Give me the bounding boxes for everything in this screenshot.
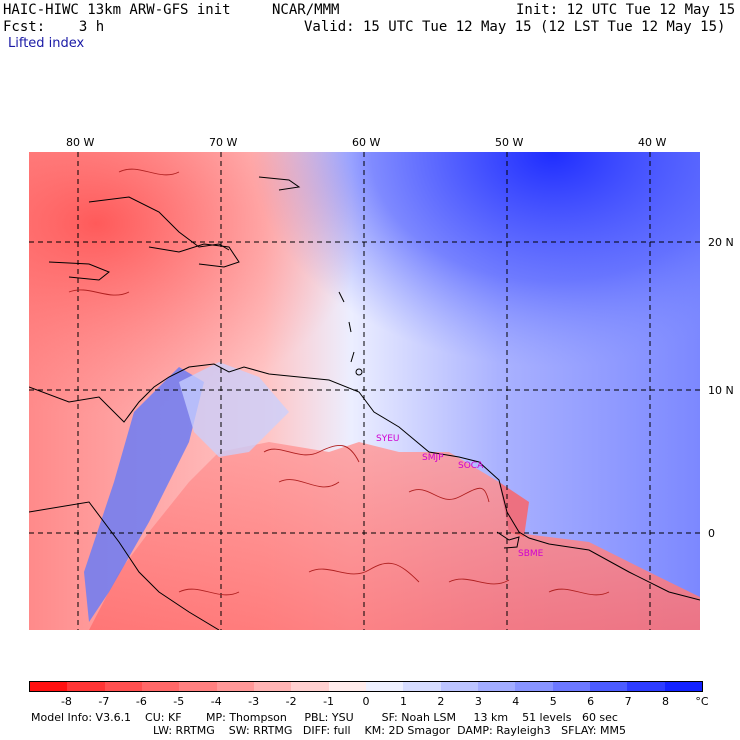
colorbar-tick-label: 1 (399, 695, 407, 708)
colorbar-tick-label: -7 (98, 695, 110, 708)
colorbar-swatch (440, 682, 478, 691)
li-field-continent (89, 442, 700, 630)
lon-label: 60 W (352, 136, 381, 149)
model-info-line2: LW: RRTMG SW: RRTMG DIFF: full KM: 2D Sm… (153, 724, 626, 737)
colorbar-swatch (179, 682, 217, 691)
coastlines (29, 176, 700, 630)
colorbar-swatch (67, 682, 105, 691)
colorbar-tick-label: 5 (549, 695, 557, 708)
colorbar (29, 681, 703, 692)
lat-label: 10 N (708, 384, 734, 397)
colorbar-swatch (30, 682, 68, 691)
lifted-index-map: SYEU SMJP SOCA SBME (29, 152, 700, 630)
colorbar-swatch (328, 682, 366, 691)
model-title: HAIC-HIWC 13km ARW-GFS init (3, 2, 231, 18)
init-time: Init: 12 UTC Tue 12 May 15 (516, 2, 736, 18)
model-info-line1: Model Info: V3.6.1 CU: KF MP: Thompson P… (31, 711, 618, 724)
colorbar-swatch (141, 682, 180, 691)
lon-label: 80 W (66, 136, 95, 149)
colorbar-swatch (589, 682, 628, 691)
colorbar-swatch (403, 682, 441, 691)
colorbar-swatch (104, 682, 142, 691)
colorbar-swatch (552, 682, 590, 691)
graticule (29, 152, 700, 630)
colorbar-tick-label: -5 (173, 695, 185, 708)
colorbar-tick-label: -2 (285, 695, 297, 708)
station-label: SBME (518, 549, 544, 559)
lat-label: 0 (708, 527, 715, 540)
station-label: SOCA (458, 461, 484, 471)
center-label: NCAR/MMM (272, 2, 340, 18)
colorbar-tick-label: -1 (323, 695, 335, 708)
colorbar-tick-label: -4 (210, 695, 222, 708)
colorbar-tick-label: 3 (474, 695, 482, 708)
valid-time: Valid: 15 UTC Tue 12 May 15 (12 LST Tue … (304, 19, 726, 35)
forecast-hour: Fcst: 3 h (3, 19, 105, 35)
li-contours (68, 168, 610, 596)
colorbar-swatch (253, 682, 292, 691)
colorbar-swatch (477, 682, 516, 691)
colorbar-tick-label: 4 (512, 695, 520, 708)
station-label: SYEU (376, 434, 399, 444)
colorbar-tick-label: -6 (135, 695, 147, 708)
colorbar-tick-label: -8 (60, 695, 72, 708)
colorbar-tick-label: -3 (248, 695, 260, 708)
station-label: SMJP (422, 453, 444, 463)
colorbar-swatch (664, 682, 702, 691)
colorbar-swatch (291, 682, 329, 691)
colorbar-tick-label: 2 (437, 695, 445, 708)
colorbar-tick-label: 0 (362, 695, 370, 708)
colorbar-tick-label: 6 (587, 695, 595, 708)
colorbar-swatch (627, 682, 665, 691)
lon-label: 40 W (638, 136, 667, 149)
lon-label: 50 W (495, 136, 524, 149)
colorbar-unit: °C (695, 695, 709, 708)
colorbar-tick-label: 7 (624, 695, 632, 708)
colorbar-tick-label: 8 (662, 695, 670, 708)
colorbar-swatch (365, 682, 404, 691)
colorbar-swatch (515, 682, 553, 691)
lat-label: 20 N (708, 236, 734, 249)
field-name: Lifted index (8, 36, 85, 51)
colorbar-swatch (216, 682, 254, 691)
li-field-llanos (179, 362, 289, 457)
li-field-andes (84, 367, 204, 622)
lon-label: 70 W (209, 136, 238, 149)
